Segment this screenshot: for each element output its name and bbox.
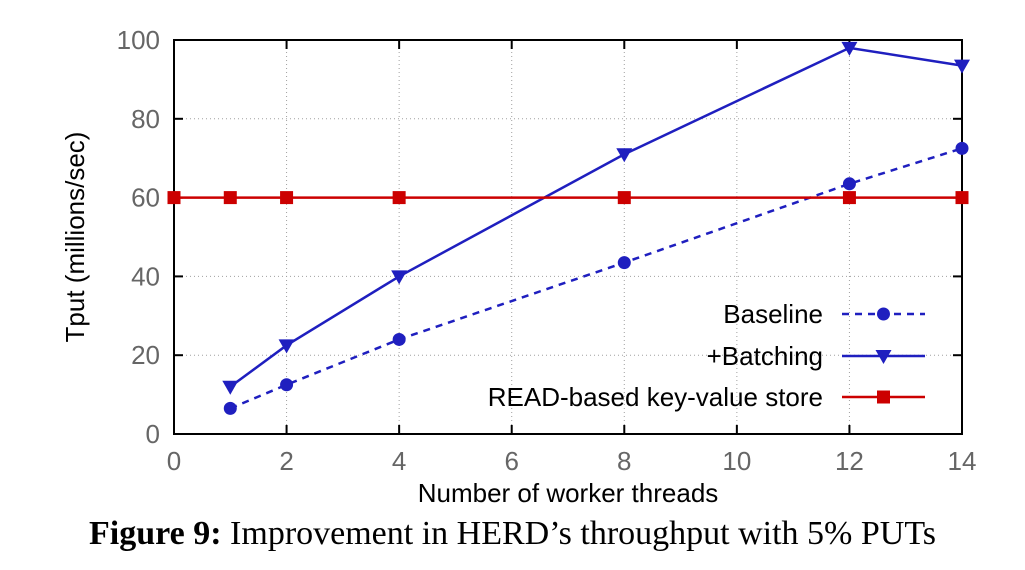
figure-caption: Figure 9: Improvement in HERD’s throughp…: [0, 515, 1025, 553]
series-1: [223, 141, 969, 415]
x-axis-label: Number of worker threads: [418, 478, 719, 508]
y-tick-label: 40: [131, 261, 160, 291]
legend-marker: [877, 307, 890, 321]
legend-label: +Batching: [707, 341, 823, 371]
x-tick-label: 8: [617, 446, 631, 476]
data-point: [955, 141, 969, 155]
x-tick-label: 0: [167, 446, 181, 476]
series-line: [229, 46, 963, 388]
data-point: [617, 256, 631, 270]
data-point: [223, 401, 237, 415]
y-tick-label: 60: [131, 183, 160, 213]
y-tick-label: 0: [146, 419, 160, 449]
y-axis-label: Tput (millions/sec): [60, 132, 90, 343]
legend-label: Baseline: [723, 299, 823, 329]
data-point: [391, 270, 408, 285]
figure-number: Figure 9:: [89, 515, 222, 552]
axis-ticks: 0 2 4 6 8 10 12 14 0 20 40 60 80 100: [117, 25, 977, 476]
line-chart: 0 2 4 6 8 10 12 14 0 20 40 60 80 100 Baseline +Batchin…: [60, 25, 977, 508]
data-point: [616, 148, 633, 163]
x-tick-label: 4: [392, 446, 406, 476]
x-tick-label: 6: [504, 446, 518, 476]
legend-marker: [875, 350, 892, 364]
legend-label: READ-based key-value store: [488, 382, 823, 412]
y-tick-label: 20: [131, 340, 160, 370]
data-point: [392, 332, 406, 346]
data-point: [841, 41, 858, 56]
figure-caption-text: Improvement in HERD’s throughput with 5%…: [230, 515, 936, 552]
series-3: [167, 191, 969, 205]
data-point: [280, 191, 294, 205]
data-point: [392, 191, 406, 205]
data-point: [167, 191, 181, 205]
data-point: [617, 191, 631, 205]
data-point: [842, 177, 856, 191]
legend-marker: [877, 390, 890, 404]
x-tick-label: 12: [835, 446, 864, 476]
series-group: [167, 41, 970, 415]
data-point: [955, 191, 969, 205]
x-tick-label: 10: [722, 446, 751, 476]
data-point: [278, 339, 295, 354]
plot-frame: [173, 39, 963, 435]
series-2: [222, 41, 970, 395]
data-point: [280, 378, 294, 392]
data-point: [222, 380, 239, 395]
legend: Baseline +Batching READ-based key-value st…: [488, 299, 925, 412]
x-tick-label: 14: [948, 446, 977, 476]
series-line: [229, 147, 963, 410]
data-point: [223, 191, 237, 205]
data-point: [954, 59, 970, 74]
y-tick-label: 100: [117, 25, 160, 55]
y-tick-label: 80: [131, 104, 160, 134]
grid: [174, 40, 962, 434]
data-point: [842, 191, 856, 205]
x-tick-label: 2: [279, 446, 293, 476]
